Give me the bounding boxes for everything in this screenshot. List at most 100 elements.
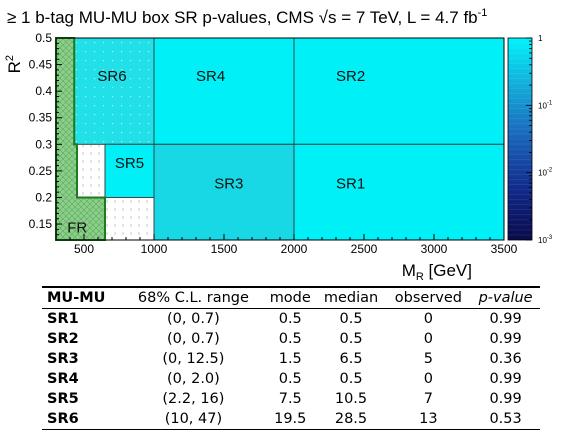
xlabel-sub: R <box>416 271 424 283</box>
sr6-texture-dot <box>103 60 105 62</box>
sr6-texture-dot <box>103 51 105 53</box>
sr6-texture-dot <box>112 141 114 143</box>
sr6-texture-dot <box>112 60 114 62</box>
col-header-mode: mode <box>264 287 317 309</box>
y-tick-label: 0.15 <box>29 217 53 231</box>
svg-text:R2: R2 <box>4 55 24 73</box>
sr6-texture-dot <box>139 114 141 116</box>
sr6-texture-dot <box>94 96 96 98</box>
region-label-sr1: SR1 <box>336 176 365 193</box>
cell-observed: 0 <box>423 371 433 387</box>
cell-observed: 0 <box>423 311 433 327</box>
ylabel-sup: 2 <box>4 55 16 61</box>
sr6-texture-dot <box>103 123 105 125</box>
sr6-texture-dot <box>130 114 132 116</box>
cell-region-name: SR6 <box>42 409 123 430</box>
sr6-texture-dot <box>130 42 132 44</box>
table-row: SR4 (0, 2.0) 0.5 0.5 0 0.99 <box>42 369 540 389</box>
sr6-texture-dot <box>139 141 141 143</box>
sr6-texture-dot <box>94 132 96 134</box>
sr6-texture-dot <box>112 105 114 107</box>
cell-observed: 0 <box>423 331 433 347</box>
cell-region-name: SR5 <box>47 391 79 407</box>
sr6-texture-dot <box>130 123 132 125</box>
sr6-texture-dot <box>103 87 105 89</box>
region-label-sr2: SR2 <box>336 68 365 85</box>
cell-cl-range: (2.2, 16) <box>162 391 225 407</box>
sr6-texture-dot <box>148 105 150 107</box>
table-header: MU-MU 68% C.L. range mode median observe… <box>42 287 540 309</box>
sr6-texture-dot <box>148 69 150 71</box>
cell-p-value: 0.99 <box>489 371 522 387</box>
sr6-texture-dot <box>139 96 141 98</box>
col-header-observed: observed <box>385 287 472 309</box>
sr6-texture-dot <box>139 42 141 44</box>
table-row: SR3 (0, 12.5) 1.5 6.5 5 0.36 <box>42 349 540 369</box>
ylabel-main: R <box>5 61 24 73</box>
sr6-texture-dot <box>121 60 123 62</box>
sr6-texture-dot <box>139 132 141 134</box>
sr6-texture-dot <box>139 105 141 107</box>
cell-p-value: 0.36 <box>489 351 522 367</box>
x-tick-label: 3500 <box>491 242 518 256</box>
table-row: SR6 (10, 47) 19.5 28.5 13 0.53 <box>42 409 540 430</box>
y-tick-label: 0.45 <box>29 58 53 72</box>
sr6-texture-dot <box>130 96 132 98</box>
cell-mode: 0.5 <box>278 311 302 327</box>
fr-label: FR <box>67 219 87 236</box>
sr6-texture-dot <box>130 51 132 53</box>
z-tick-label: 10-3 <box>538 235 553 245</box>
sr6-texture-dot <box>94 105 96 107</box>
y-tick-label: 0.35 <box>29 111 53 125</box>
sr6-texture-dot <box>94 42 96 44</box>
cell-cl-range: (0, 0.7) <box>167 331 220 347</box>
table-top-rule <box>42 286 540 288</box>
z-tick-label: 10-2 <box>538 168 553 178</box>
y-tick-label: 0.3 <box>35 137 52 151</box>
sr6-texture-dot <box>148 42 150 44</box>
sr6-texture-dot <box>148 51 150 53</box>
cell-median: 6.5 <box>339 351 363 367</box>
sr6-texture-dot <box>94 69 96 71</box>
sr6-texture-dot <box>112 132 114 134</box>
cell-median: 0.5 <box>339 371 363 387</box>
sr6-texture-dot <box>121 51 123 53</box>
sr6-texture-dot <box>85 96 87 98</box>
sr6-texture-dot <box>148 114 150 116</box>
sr6-texture-dot <box>94 114 96 116</box>
x-tick-label: 2000 <box>281 242 308 256</box>
cell-mode: 19.5 <box>264 409 317 430</box>
sr6-texture-dot <box>103 69 105 71</box>
cell-observed: 5 <box>423 351 433 367</box>
cell-region-name: SR2 <box>47 331 79 347</box>
cell-observed: 13 <box>385 409 472 430</box>
cell-observed: 7 <box>423 391 433 407</box>
sr6-texture-dot <box>121 132 123 134</box>
z-tick-label: 1 <box>538 34 543 43</box>
sr6-texture-dot <box>76 123 78 125</box>
col-header-median: median <box>316 287 386 309</box>
cell-cl-range: (0, 2.0) <box>167 371 220 387</box>
sr6-texture-dot <box>112 114 114 116</box>
sr6-texture-dot <box>130 69 132 71</box>
sr6-texture-dot <box>85 87 87 89</box>
x-axis-label: MR [GeV] <box>402 261 472 283</box>
cell-cl-range: (0, 0.7) <box>167 311 220 327</box>
cell-region-name: SR1 <box>47 311 79 327</box>
cell-p-value: 0.99 <box>489 331 522 347</box>
color-bar <box>508 38 532 240</box>
cell-cl-range: (10, 47) <box>122 409 265 430</box>
xlabel-unit: [GeV] <box>424 261 472 280</box>
svg-text:≥ 1 b-tag MU-MU box SR p-value: ≥ 1 b-tag MU-MU box SR p-values, CMS √s … <box>7 7 487 27</box>
sr6-texture-dot <box>76 141 78 143</box>
sr6-texture-dot <box>76 105 78 107</box>
sr6-texture-dot <box>94 87 96 89</box>
sr6-texture-dot <box>94 123 96 125</box>
sr6-texture-dot <box>94 78 96 80</box>
sr6-texture-dot <box>85 42 87 44</box>
cell-median: 0.5 <box>339 311 363 327</box>
sr6-texture-dot <box>121 105 123 107</box>
x-tick-label: 2500 <box>351 242 378 256</box>
region-sr4 <box>153 37 295 145</box>
sr6-texture-dot <box>121 78 123 80</box>
